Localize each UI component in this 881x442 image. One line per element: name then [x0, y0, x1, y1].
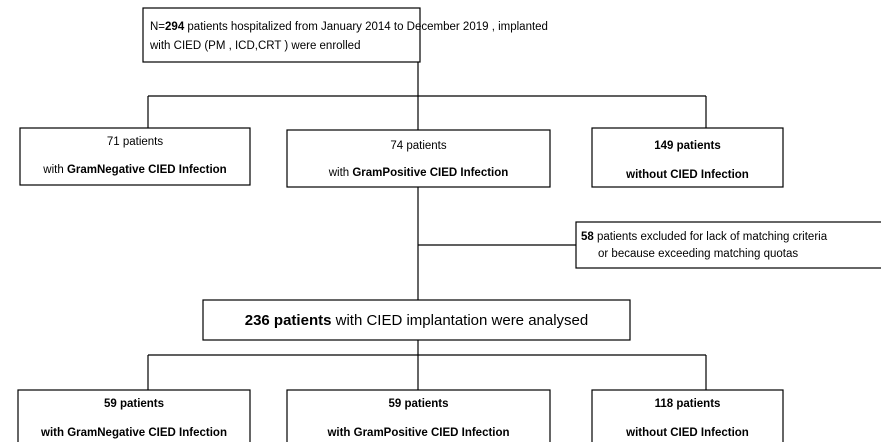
box-text-line: 118 patients: [655, 398, 721, 410]
box-text-line: 149 patients: [654, 140, 720, 152]
box-text-line: with CIED (PM , ICD,CRT ) were enrolled: [149, 40, 360, 52]
text-segment: with: [328, 167, 353, 179]
text-segment: 71 patients: [107, 136, 164, 148]
text-segment: without CIED Infection: [625, 427, 749, 439]
box-text-line: 71 patients: [107, 136, 164, 148]
box-frame: [19, 127, 251, 186]
flow-box: 71 patients with GramNegative CIED Infect…: [19, 127, 251, 186]
box-frame: [591, 389, 784, 442]
text-segment: GramPositive CIED Infection: [352, 167, 508, 179]
box-text-line: 58 patients excluded for lack of matchin…: [581, 231, 828, 243]
text-segment: 58: [581, 231, 594, 243]
flow-box: 59 patients with GramPositive CIED Infect…: [286, 389, 551, 442]
text-segment: 149 patients: [654, 140, 720, 152]
box-text-line: without CIED Infection: [625, 427, 749, 439]
text-segment: 236 patients: [245, 312, 332, 329]
box-text-line: 236 patients with CIED implantation were…: [245, 312, 589, 329]
text-segment: 59 patients: [104, 398, 164, 410]
box-frame: [202, 299, 631, 341]
text-segment: patients excluded for lack of matching c…: [594, 231, 828, 243]
text-segment: patients hospitalized from January 2014 …: [184, 21, 548, 33]
box-text-line: N=294 patients hospitalized from January…: [150, 21, 548, 33]
box-text-line: or because exceeding matching quotas: [598, 248, 798, 260]
box-text-line: 59 patients: [388, 398, 448, 410]
box-frame: [286, 389, 551, 442]
text-segment: with CIED (PM , ICD,CRT ) were enrolled: [149, 40, 360, 52]
box-text-line: 74 patients: [390, 140, 447, 152]
box-frame: [286, 129, 551, 188]
text-segment: with: [42, 164, 67, 176]
box-frame: [142, 7, 421, 63]
box-frame: [17, 389, 251, 442]
box-frame: [575, 221, 881, 269]
flow-box: 59 patients with GramNegative CIED Infect…: [17, 389, 251, 442]
box-text-line: with GramPositive CIED Infection: [326, 427, 509, 439]
box-text-line: with GramNegative CIED Infection: [40, 427, 227, 439]
text-segment: with CIED implantation were analysed: [331, 312, 588, 329]
box-text-line: with GramNegative CIED Infection: [42, 164, 226, 176]
text-segment: 59 patients: [388, 398, 448, 410]
text-segment: without CIED Infection: [625, 169, 749, 181]
box-frame: [591, 127, 784, 188]
text-segment: with GramPositive CIED Infection: [326, 427, 509, 439]
flow-box: 149 patients without CIED Infection: [591, 127, 784, 188]
flow-box: 236 patients with CIED implantation were…: [202, 299, 631, 341]
text-segment: or because exceeding matching quotas: [598, 248, 798, 260]
text-segment: 294: [165, 21, 185, 33]
text-segment: GramNegative CIED Infection: [67, 164, 227, 176]
flow-box: N=294 patients hospitalized from January…: [142, 7, 548, 63]
flow-box: 58 patients excluded for lack of matchin…: [575, 221, 881, 269]
flow-box: 118 patients without CIED Infection: [591, 389, 784, 442]
flow-box: 74 patients with GramPositive CIED Infect…: [286, 129, 551, 188]
text-segment: 118 patients: [655, 398, 721, 410]
text-segment: with GramNegative CIED Infection: [40, 427, 227, 439]
box-text-line: with GramPositive CIED Infection: [328, 167, 509, 179]
connectors: [147, 62, 707, 390]
box-text-line: 59 patients: [104, 398, 164, 410]
text-segment: N=: [150, 21, 165, 33]
text-segment: 74 patients: [390, 140, 447, 152]
box-text-line: without CIED Infection: [625, 169, 749, 181]
